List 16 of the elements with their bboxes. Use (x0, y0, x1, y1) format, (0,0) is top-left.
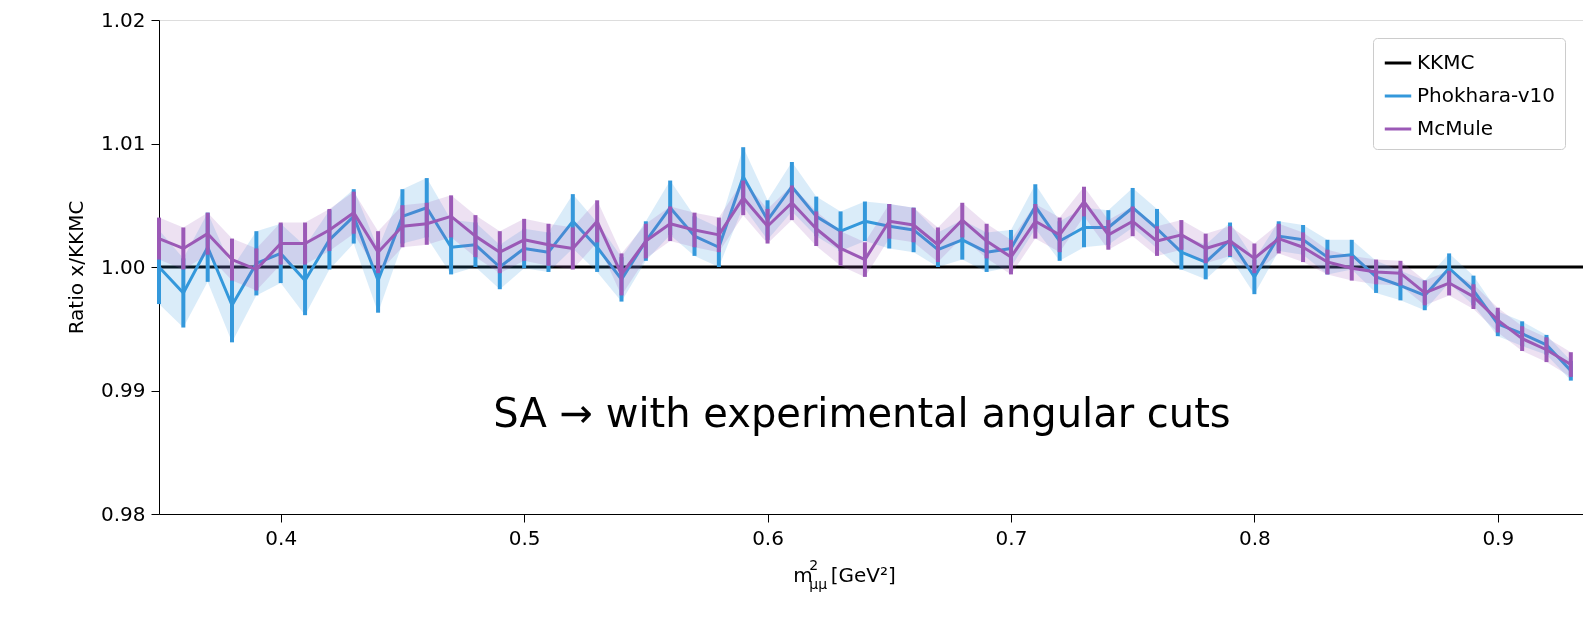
x-tick-label: 0.6 (752, 525, 784, 550)
legend-label: Phokhara-v10 (1417, 83, 1555, 107)
legend-label: McMule (1417, 116, 1494, 140)
y-tick-label: 1.01 (100, 131, 146, 155)
x-tick-label: 0.4 (265, 525, 298, 550)
annotation: SA → with experimental angular cuts (493, 390, 1231, 437)
y-tick-label: 0.98 (100, 501, 146, 526)
y-axis-title: Ratio x/KKMC (63, 200, 88, 335)
y-tick-label: 1.02 (100, 7, 146, 32)
x-tick-label: 0.8 (1238, 525, 1271, 550)
y-tick-label: 1.00 (100, 254, 146, 279)
legend-label: KKMC (1417, 50, 1475, 74)
x-tick-label: 0.5 (508, 525, 541, 550)
y-tick-label: 0.99 (100, 378, 146, 402)
x-tick-label: 0.7 (995, 525, 1028, 550)
x-tick-label: 0.9 (1482, 525, 1515, 550)
